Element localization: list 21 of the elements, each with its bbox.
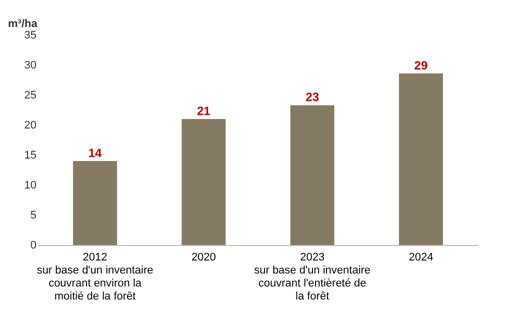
y-tick-label: 35 xyxy=(24,30,36,42)
x-tick-label: 2024 xyxy=(408,252,434,264)
x-tick-label: 2012 sur base d'un inventaire couvrant environ la moitié de la forêt xyxy=(36,252,154,302)
y-tick-label: 0 xyxy=(30,240,36,252)
bar xyxy=(182,119,226,245)
y-tick-label: 25 xyxy=(24,90,36,102)
y-tick-label: 15 xyxy=(24,150,36,162)
bar xyxy=(290,105,334,245)
y-axis-title: m³/ha xyxy=(8,18,38,30)
x-tick-label: 2020 xyxy=(191,252,216,264)
y-tick-label: 30 xyxy=(24,60,36,72)
y-tick-label: 10 xyxy=(24,180,36,192)
bar xyxy=(73,161,118,245)
data-label: 23 xyxy=(306,90,320,104)
y-tick-label: 5 xyxy=(30,210,36,222)
bar xyxy=(398,73,443,245)
x-tick-label: 2023 sur base d'un inventaire couvrant l'entièreté de la forêt xyxy=(254,252,371,302)
data-label: 21 xyxy=(197,104,211,118)
y-tick-label: 20 xyxy=(24,120,36,132)
data-label: 29 xyxy=(414,58,428,72)
data-label: 14 xyxy=(88,146,102,160)
